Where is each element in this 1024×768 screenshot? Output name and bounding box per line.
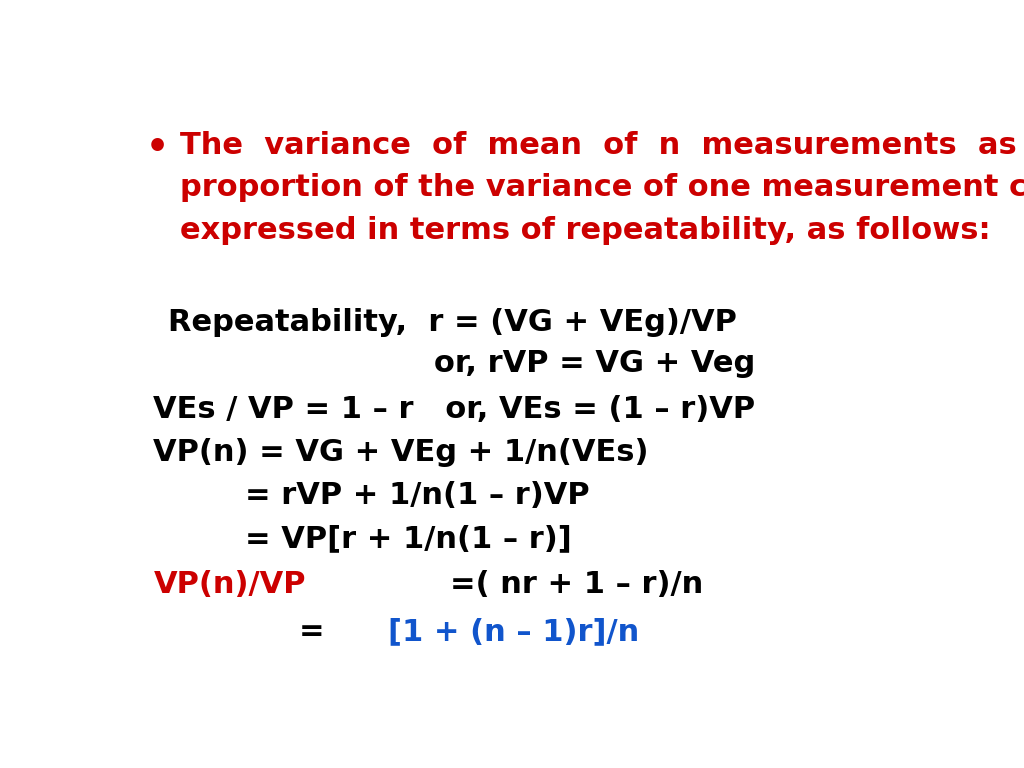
Text: = VP[r + 1/n(1 – r)]: = VP[r + 1/n(1 – r)] xyxy=(246,524,572,553)
Text: or, rVP = VG + Veg: or, rVP = VG + Veg xyxy=(433,349,755,379)
Text: = rVP + 1/n(1 – r)VP: = rVP + 1/n(1 – r)VP xyxy=(246,482,590,510)
Text: VEs / VP = 1 – r   or, VEs = (1 – r)VP: VEs / VP = 1 – r or, VEs = (1 – r)VP xyxy=(154,395,756,424)
Text: Repeatability,  r = (VG + VEg)/VP: Repeatability, r = (VG + VEg)/VP xyxy=(168,308,736,337)
Text: [1 + (n – 1)r]/n: [1 + (n – 1)r]/n xyxy=(387,617,639,647)
Text: =: = xyxy=(299,617,335,647)
Text: VP(n)/VP: VP(n)/VP xyxy=(154,570,306,599)
Text: VP(n) = VG + VEg + 1/n(VEs): VP(n) = VG + VEg + 1/n(VEs) xyxy=(154,438,649,467)
Text: proportion of the variance of one measurement can be: proportion of the variance of one measur… xyxy=(179,173,1024,202)
Text: The  variance  of  mean  of  n  measurements  as  a: The variance of mean of n measurements a… xyxy=(179,131,1024,160)
Text: •: • xyxy=(145,131,169,164)
Text: expressed in terms of repeatability, as follows:: expressed in terms of repeatability, as … xyxy=(179,216,990,245)
Text: =( nr + 1 – r)/n: =( nr + 1 – r)/n xyxy=(366,570,703,599)
